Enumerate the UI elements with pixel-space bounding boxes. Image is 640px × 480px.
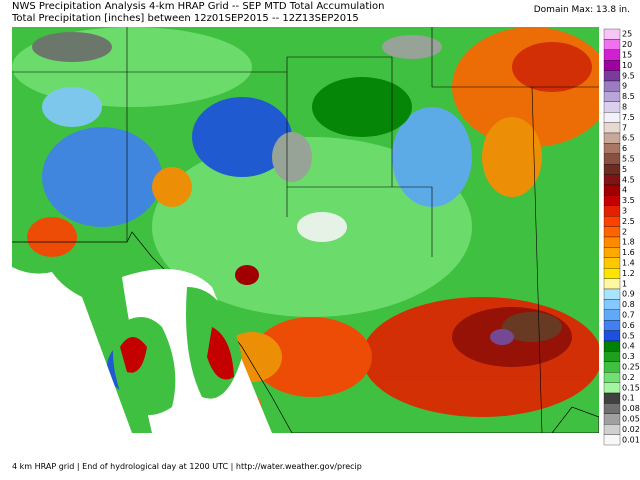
legend-swatch <box>603 28 621 40</box>
legend-swatch <box>603 143 621 154</box>
legend-swatch <box>603 413 621 425</box>
legend-label: 1.4 <box>622 259 635 268</box>
legend-swatch <box>603 288 621 300</box>
legend-swatch <box>603 392 621 404</box>
legend-label: 0.7 <box>622 311 635 320</box>
legend-swatch <box>603 268 621 279</box>
legend-swatch <box>603 361 621 373</box>
legend-swatch <box>603 257 621 269</box>
legend-label: 0.4 <box>622 342 635 351</box>
legend-swatch <box>603 205 621 217</box>
legend-swatch <box>603 382 621 394</box>
legend-label: 15 <box>622 51 632 60</box>
legend-label: 0.5 <box>622 331 635 340</box>
legend-label: 4.5 <box>622 175 635 184</box>
legend-swatch <box>603 112 621 123</box>
legend-swatch <box>603 236 621 248</box>
legend-swatch <box>603 132 621 144</box>
legend-label: 0.9 <box>622 290 635 299</box>
legend-swatch <box>603 340 621 352</box>
legend-label: 25 <box>622 30 632 39</box>
legend-swatch <box>603 434 621 446</box>
legend-swatch <box>603 278 621 290</box>
footer: 4 km HRAP grid | End of hydrological day… <box>12 462 362 471</box>
legend-label: 3.5 <box>622 196 635 205</box>
legend-label: 1 <box>622 279 627 288</box>
legend-label: 0.02 <box>622 425 640 434</box>
legend-label: 5.5 <box>622 155 635 164</box>
legend-label: 1.6 <box>622 248 635 257</box>
legend-label: 1.2 <box>622 269 635 278</box>
legend-swatch <box>603 80 621 92</box>
legend-label: 0.6 <box>622 321 635 330</box>
legend-label: 4 <box>622 186 627 195</box>
legend-swatch <box>603 320 621 331</box>
legend-swatch <box>603 49 621 61</box>
legend-swatch <box>603 403 621 414</box>
legend-label: 0.25 <box>622 363 640 372</box>
legend-swatch <box>603 424 621 435</box>
legend-label: 0.2 <box>622 373 635 382</box>
legend-swatch <box>603 226 621 238</box>
legend-swatch <box>603 39 621 50</box>
legend-label: 2.5 <box>622 217 635 226</box>
legend-swatch <box>603 330 621 342</box>
legend-label: 0.1 <box>622 394 635 403</box>
domain-max: Domain Max: 13.8 in. <box>533 5 630 15</box>
title-line-2: Total Precipitation [inches] between 12z… <box>12 13 359 24</box>
legend-label: 8 <box>622 103 627 112</box>
legend-label: 0.8 <box>622 300 635 309</box>
legend-label: 0.08 <box>622 404 640 413</box>
legend-label: 7 <box>622 123 627 132</box>
legend-swatch <box>603 91 621 102</box>
legend-swatch <box>603 195 621 206</box>
legend-swatch <box>603 122 621 134</box>
legend-label: 6 <box>622 144 627 153</box>
legend-label: 10 <box>622 61 632 70</box>
legend-label: 9.5 <box>622 71 635 80</box>
legend-swatch <box>603 153 621 165</box>
legend-label: 0.01 <box>622 435 640 444</box>
legend-label: 8.5 <box>622 92 635 101</box>
title-line-1: NWS Precipitation Analysis 4-km HRAP Gri… <box>12 1 385 12</box>
legend-swatch <box>603 184 621 196</box>
legend-swatch <box>603 216 621 227</box>
legend-label: 2 <box>622 227 627 236</box>
legend-label: 3 <box>622 207 627 216</box>
legend-label: 7.5 <box>622 113 635 122</box>
legend-swatch <box>603 372 621 383</box>
legend-label: 20 <box>622 40 632 49</box>
legend-label: 0.05 <box>622 415 640 424</box>
legend-swatch <box>603 164 621 175</box>
legend-label: 0.15 <box>622 383 640 392</box>
legend-swatch <box>603 101 621 113</box>
legend-swatch <box>603 351 621 362</box>
legend-label: 5 <box>622 165 627 174</box>
legend-label: 0.3 <box>622 352 635 361</box>
legend-swatch <box>603 70 621 82</box>
legend-swatch <box>603 309 621 321</box>
map <box>12 27 599 433</box>
legend-label: 1.8 <box>622 238 635 247</box>
legend-swatch <box>603 174 621 186</box>
legend-swatch <box>603 299 621 310</box>
legend-swatch <box>603 60 621 71</box>
legend-label: 9 <box>622 82 627 91</box>
legend-swatch <box>603 247 621 258</box>
legend-label: 6.5 <box>622 134 635 143</box>
